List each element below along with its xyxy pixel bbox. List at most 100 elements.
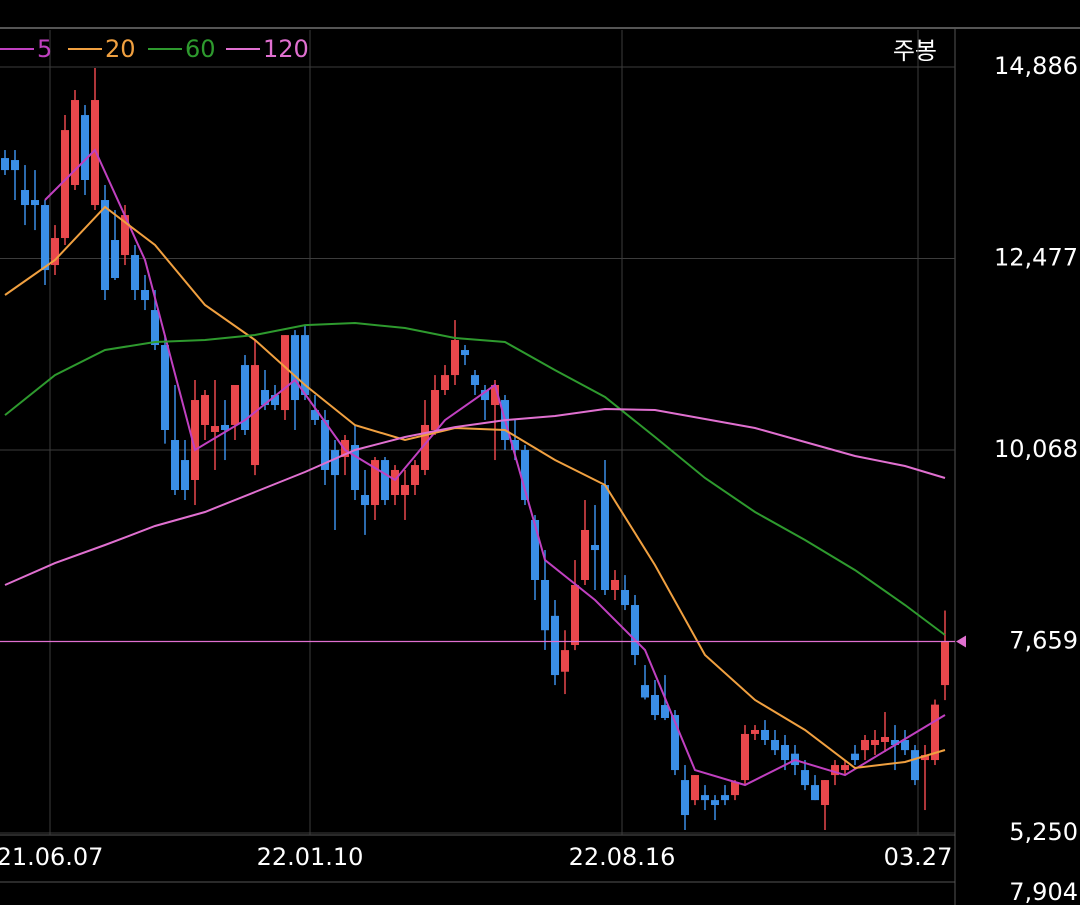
candle-body <box>711 800 719 806</box>
candle-body <box>821 780 829 806</box>
y-tick-label: 10,068 <box>994 435 1078 463</box>
candle-body <box>591 545 599 551</box>
candle-body <box>621 590 629 606</box>
candle-body <box>121 215 129 256</box>
candle-body <box>51 238 59 266</box>
candle-body <box>71 100 79 186</box>
moving-average-line <box>4 205 946 770</box>
candle-body <box>721 795 729 801</box>
candle-body <box>161 345 169 430</box>
candle-body <box>671 715 679 771</box>
candle-body <box>201 395 209 425</box>
candle-body <box>211 426 219 432</box>
candle-body <box>311 410 319 420</box>
candle-body <box>381 460 389 501</box>
candle-body <box>651 695 659 716</box>
candle-body <box>541 579 549 631</box>
period-label: 주봉 <box>893 37 937 65</box>
candle-body <box>911 750 919 781</box>
candle-body <box>871 740 879 746</box>
candle-body <box>751 729 759 734</box>
legend-label: 120 <box>263 35 309 63</box>
candle-body <box>581 529 589 580</box>
candle-body <box>851 753 859 761</box>
candle-body <box>301 335 309 396</box>
candle-body <box>261 390 269 406</box>
candle-body <box>91 100 99 206</box>
candle-body <box>531 519 539 580</box>
candle-body <box>761 729 769 741</box>
candle-body <box>471 375 479 386</box>
candle-body <box>521 450 529 501</box>
candle-body <box>41 205 49 271</box>
candle-body <box>331 450 339 476</box>
candle-body <box>11 160 19 171</box>
candle-body <box>701 795 709 801</box>
candle-body <box>251 365 259 466</box>
candle-body <box>141 290 149 301</box>
candle-body <box>281 335 289 411</box>
candle-body <box>481 390 489 401</box>
candle-body <box>771 740 779 751</box>
moving-average-line <box>4 407 946 586</box>
candle-body <box>631 605 639 656</box>
candle-body <box>151 310 159 346</box>
volume-axis-label: 7,904 <box>1009 878 1078 905</box>
candle-body <box>401 485 409 496</box>
candle-body <box>741 733 749 781</box>
candle-body <box>61 130 69 239</box>
y-tick-label: 5,250 <box>1009 818 1078 846</box>
legend-label: 5 <box>37 35 52 63</box>
candle-body <box>81 115 89 180</box>
candle-body <box>221 424 229 430</box>
candle-body <box>321 419 329 470</box>
candle-body <box>461 350 469 356</box>
y-tick-label: 14,886 <box>994 52 1078 80</box>
y-tick-label: 7,659 <box>1009 627 1078 655</box>
candle-body <box>511 440 519 451</box>
candle-body <box>681 780 689 816</box>
candle-body <box>611 579 619 591</box>
candle-body <box>491 385 499 406</box>
candle-body <box>841 765 849 771</box>
candle-body <box>921 755 929 761</box>
candle-body <box>881 736 889 742</box>
candle-body <box>641 685 649 698</box>
candle-body <box>941 641 949 686</box>
x-tick-label: 03.27 <box>884 843 953 871</box>
candle-body <box>131 255 139 291</box>
y-tick-label: 12,477 <box>994 244 1078 272</box>
candle-body <box>371 460 379 506</box>
candle-body <box>191 400 199 480</box>
candle-body <box>411 465 419 486</box>
candle-body <box>801 770 809 786</box>
last-price-marker <box>956 635 966 648</box>
candle-body <box>111 240 119 279</box>
candle-body <box>391 469 399 496</box>
candle-body <box>551 615 559 676</box>
candle-body <box>241 365 249 430</box>
candle-body <box>291 335 299 401</box>
candle-body <box>351 445 359 491</box>
candle-body <box>21 190 29 206</box>
candle-body <box>271 395 279 406</box>
moving-average-line <box>4 321 946 636</box>
candle-body <box>441 375 449 391</box>
candle-body <box>431 390 439 430</box>
candle-body <box>181 460 189 491</box>
candle-body <box>31 200 39 206</box>
candle-body <box>891 740 899 746</box>
candle-body <box>1 158 9 171</box>
candle-body <box>571 585 579 646</box>
candle-body <box>421 424 429 470</box>
x-tick-label: 22.01.10 <box>257 843 364 871</box>
moving-average-line <box>44 148 946 787</box>
legend-label: 60 <box>185 35 216 63</box>
candle-body <box>661 705 669 718</box>
candle-body <box>691 775 699 801</box>
candle-body <box>601 485 609 591</box>
candle-body <box>831 765 839 776</box>
candle-body <box>931 704 939 761</box>
